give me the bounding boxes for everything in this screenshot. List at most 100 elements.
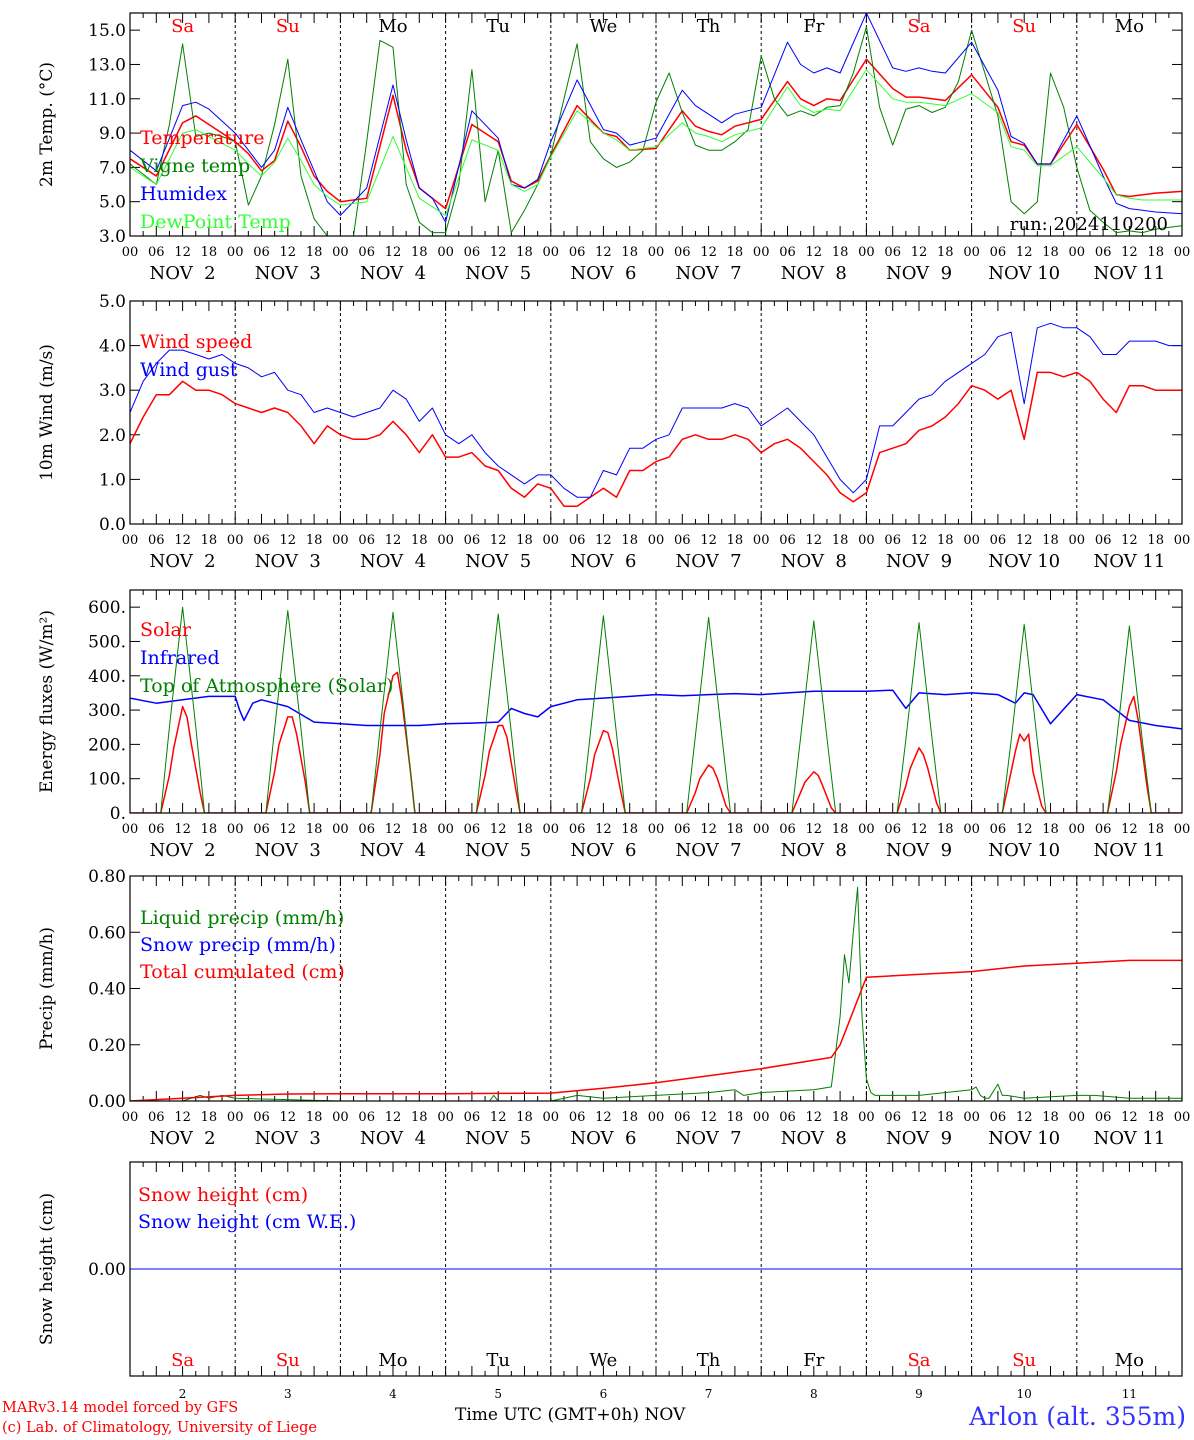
legend-entry: Snow precip (mm/h): [140, 934, 336, 956]
x-hour-label: 00: [858, 533, 875, 548]
x-date-label: NOV 2: [150, 263, 216, 284]
series-line-wind-speed: [130, 371, 1182, 507]
x-hour-label: 06: [779, 245, 796, 260]
x-hour-label: 00: [753, 245, 770, 260]
x-date-label: NOV 7: [676, 840, 742, 861]
x-hour-label: 18: [621, 822, 638, 837]
x-hour-label: 12: [806, 1110, 823, 1125]
x-hour-label: 06: [464, 245, 481, 260]
y-tick-label: 0.00: [88, 1092, 126, 1112]
x-hour-label: 06: [358, 533, 375, 548]
x-hour-label: 12: [490, 822, 507, 837]
bottom-day-number: 11: [1122, 1387, 1137, 1400]
y-tick-label: 4.0: [99, 337, 126, 357]
weekday-label: We: [590, 16, 618, 37]
legend-entry: Vigne temp: [139, 155, 250, 177]
x-hour-label: 06: [569, 822, 586, 837]
x-hour-label: 12: [911, 245, 928, 260]
y-tick-label: 15.0: [88, 21, 126, 41]
x-hour-label: 06: [779, 1110, 796, 1125]
weekday-label: Mo: [1115, 1350, 1144, 1371]
x-hour-label: 18: [1147, 245, 1164, 260]
x-hour-label: 18: [832, 1110, 849, 1125]
y-tick-label: 600.: [88, 598, 126, 618]
x-date-label: NOV 11: [1093, 551, 1165, 572]
x-hour-label: 06: [569, 245, 586, 260]
bottom-day-number: 9: [915, 1387, 923, 1400]
x-date-label: NOV 6: [570, 263, 636, 284]
series-group: [130, 322, 1182, 507]
bottom-day-number: 2: [179, 1387, 187, 1400]
panel-2: 0.0 1.0 2.0 3.0 4.0 5.0 10m Wind (m/s) 00 06 12 18…: [37, 292, 1190, 572]
x-hour-label: 00: [753, 533, 770, 548]
y-tick-label: 3.0: [99, 381, 126, 401]
x-date-label: NOV 4: [360, 263, 426, 284]
y-tick-label: 0.20: [88, 1036, 126, 1056]
x-hour-label: 18: [411, 822, 428, 837]
y-tick-label: 3.0: [99, 227, 126, 247]
x-date-label: NOV 9: [886, 840, 952, 861]
y-tick-label: 100.: [88, 770, 126, 790]
y-axis-label: 2m Temp. (°C): [37, 62, 57, 187]
series-line-top-of-atmosphere-solar-: [130, 606, 1182, 813]
x-hour-label: 00: [122, 1110, 139, 1125]
x-hour-label: 00: [1174, 245, 1191, 260]
x-date-label: NOV 2: [150, 1128, 216, 1149]
x-date-label: NOV 8: [781, 1128, 847, 1149]
y-tick-label: 1.0: [99, 470, 126, 490]
x-hour-label: 00: [437, 533, 454, 548]
y-axis-label: Energy fluxes (W/m²): [37, 610, 57, 793]
x-hour-label: 18: [1042, 1110, 1059, 1125]
weekday-label: Tu: [486, 1350, 510, 1371]
x-hour-label: 06: [990, 822, 1007, 837]
x-hour-label: 00: [227, 533, 244, 548]
x-hour-label: 18: [306, 822, 323, 837]
x-hour-label: 12: [1121, 245, 1138, 260]
bottom-day-number: 3: [284, 1387, 292, 1400]
x-hour-label: 12: [1016, 822, 1033, 837]
legend-entry: DewPoint Temp: [140, 211, 291, 233]
weekday-label: Sa: [171, 1350, 194, 1371]
x-hour-label: 06: [569, 1110, 586, 1125]
x-hour-label: 12: [490, 245, 507, 260]
y-tick-label: 0.: [110, 804, 126, 824]
weekday-label: We: [590, 1350, 618, 1371]
x-hour-label: 00: [543, 533, 560, 548]
panel-frame: [129, 589, 1183, 814]
x-hour-label: 18: [832, 245, 849, 260]
x-hour-label: 06: [148, 1110, 165, 1125]
panel-frame: [129, 875, 1183, 1102]
x-hour-label: 12: [1121, 822, 1138, 837]
x-hour-label: 12: [385, 1110, 402, 1125]
x-hour-label: 12: [911, 822, 928, 837]
x-hour-label: 00: [858, 245, 875, 260]
x-hour-label: 18: [621, 245, 638, 260]
x-hour-label: 06: [569, 533, 586, 548]
x-hour-label: 06: [779, 533, 796, 548]
panel-frame: [129, 12, 1183, 237]
weekday-label: Sa: [171, 16, 194, 37]
x-hour-label: 18: [306, 533, 323, 548]
x-hour-label: 00: [858, 1110, 875, 1125]
y-tick-label: 7.0: [99, 158, 126, 178]
x-hour-label: 06: [884, 533, 901, 548]
x-hour-label: 12: [595, 533, 612, 548]
x-hour-label: 00: [1069, 245, 1086, 260]
x-axis-month: NOV: [644, 1405, 686, 1425]
panel-frame: [129, 1161, 1183, 1377]
y-tick-label: 0.40: [88, 980, 126, 1000]
series-line-humidex: [130, 13, 1182, 223]
x-hour-label: 12: [911, 1110, 928, 1125]
panel-frame: [129, 300, 1183, 525]
x-date-label: NOV 9: [886, 1128, 952, 1149]
x-hour-label: 00: [1069, 822, 1086, 837]
weekday-label: Sa: [907, 1350, 930, 1371]
x-axis-title: Time UTC (GMT+0h) NOV: [455, 1405, 685, 1425]
x-hour-label: 18: [727, 245, 744, 260]
x-date-label: NOV 7: [676, 263, 742, 284]
y-tick-label: 11.0: [88, 90, 126, 110]
x-hour-label: 06: [1095, 1110, 1112, 1125]
weekday-label: Tu: [486, 16, 510, 37]
x-hour-label: 00: [963, 822, 980, 837]
